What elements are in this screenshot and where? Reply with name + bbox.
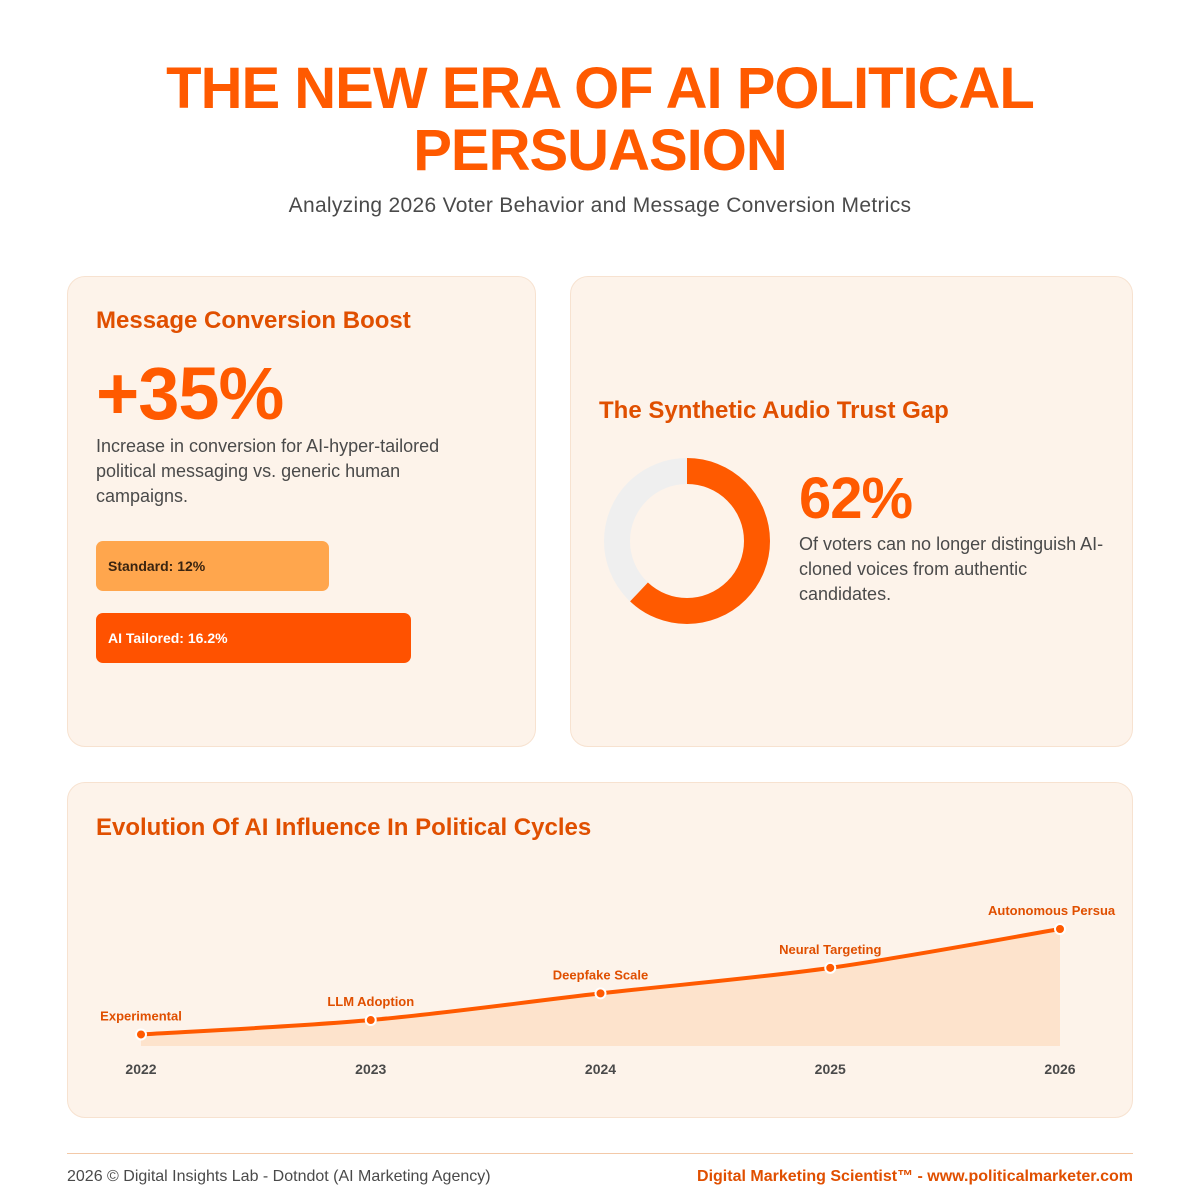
timeline-point <box>135 1028 147 1041</box>
conversion-description: Increase in conversion for AI-hyper-tail… <box>96 436 440 506</box>
timeline-year-label: 2025 <box>815 1061 846 1077</box>
trust-gap-card: The Synthetic Audio Trust Gap 62% Of vot… <box>570 276 1133 747</box>
trust-gap-donut <box>604 458 770 624</box>
timeline-point <box>364 1014 377 1027</box>
page-title: THE NEW ERA OF AI POLITICAL PERSUASION <box>0 58 1200 182</box>
timeline-point <box>1054 923 1066 935</box>
ai-tailored-bar: AI Tailored: 16.2% <box>96 613 412 663</box>
timeline-year-label: 2024 <box>585 1061 616 1077</box>
timeline-point-label: LLM Adoption <box>327 994 414 1009</box>
page-title-line-1: THE NEW ERA OF AI POLITICAL <box>166 56 1035 121</box>
trust-gap-description: Of voters can no longer distinguish AI-c… <box>799 534 1104 604</box>
timeline-point-label: Deepfake Scale <box>553 967 648 982</box>
page-subtitle: Analyzing 2026 Voter Behavior and Messag… <box>288 194 912 217</box>
conversion-card: Message Conversion Boost +35% Increase i… <box>67 276 536 747</box>
timeline-point-label: Neural Targeting <box>779 942 881 957</box>
timeline-year-label: 2023 <box>355 1061 386 1077</box>
timeline-area <box>141 929 1060 1046</box>
conversion-heading: Message Conversion Boost <box>96 307 411 334</box>
trust-gap-stat: 62% <box>799 466 913 531</box>
standard-bar-label: Standard: 12% <box>108 558 206 574</box>
page-title-line-2: PERSUASION <box>413 118 788 183</box>
timeline-heading: Evolution Of AI Influence In Political C… <box>96 814 592 841</box>
ai-tailored-bar-label: AI Tailored: 16.2% <box>108 630 228 646</box>
timeline-point <box>824 961 837 974</box>
footer-brand: Digital Marketing Scientist™ - www.polit… <box>697 1168 1133 1185</box>
timeline-chart: Experimental 2022 LLM Adoption 2023 Deepfake… <box>100 903 1116 1077</box>
timeline-year-label: 2022 <box>125 1061 156 1077</box>
timeline-point-label: Autonomous Persua <box>988 903 1116 918</box>
timeline-card: Evolution Of AI Influence In Political C… <box>67 782 1133 1118</box>
timeline-point-label: Experimental <box>100 1008 182 1023</box>
donut-fill <box>604 458 770 624</box>
standard-bar: Standard: 12% <box>96 541 330 591</box>
timeline-year-label: 2026 <box>1044 1061 1075 1077</box>
footer-copyright: 2026 © Digital Insights Lab - Dotndot (A… <box>67 1168 491 1185</box>
trust-gap-heading: The Synthetic Audio Trust Gap <box>599 397 949 424</box>
timeline-point <box>594 987 607 1000</box>
conversion-stat: +35% <box>96 352 284 435</box>
footer-divider <box>67 1153 1133 1154</box>
